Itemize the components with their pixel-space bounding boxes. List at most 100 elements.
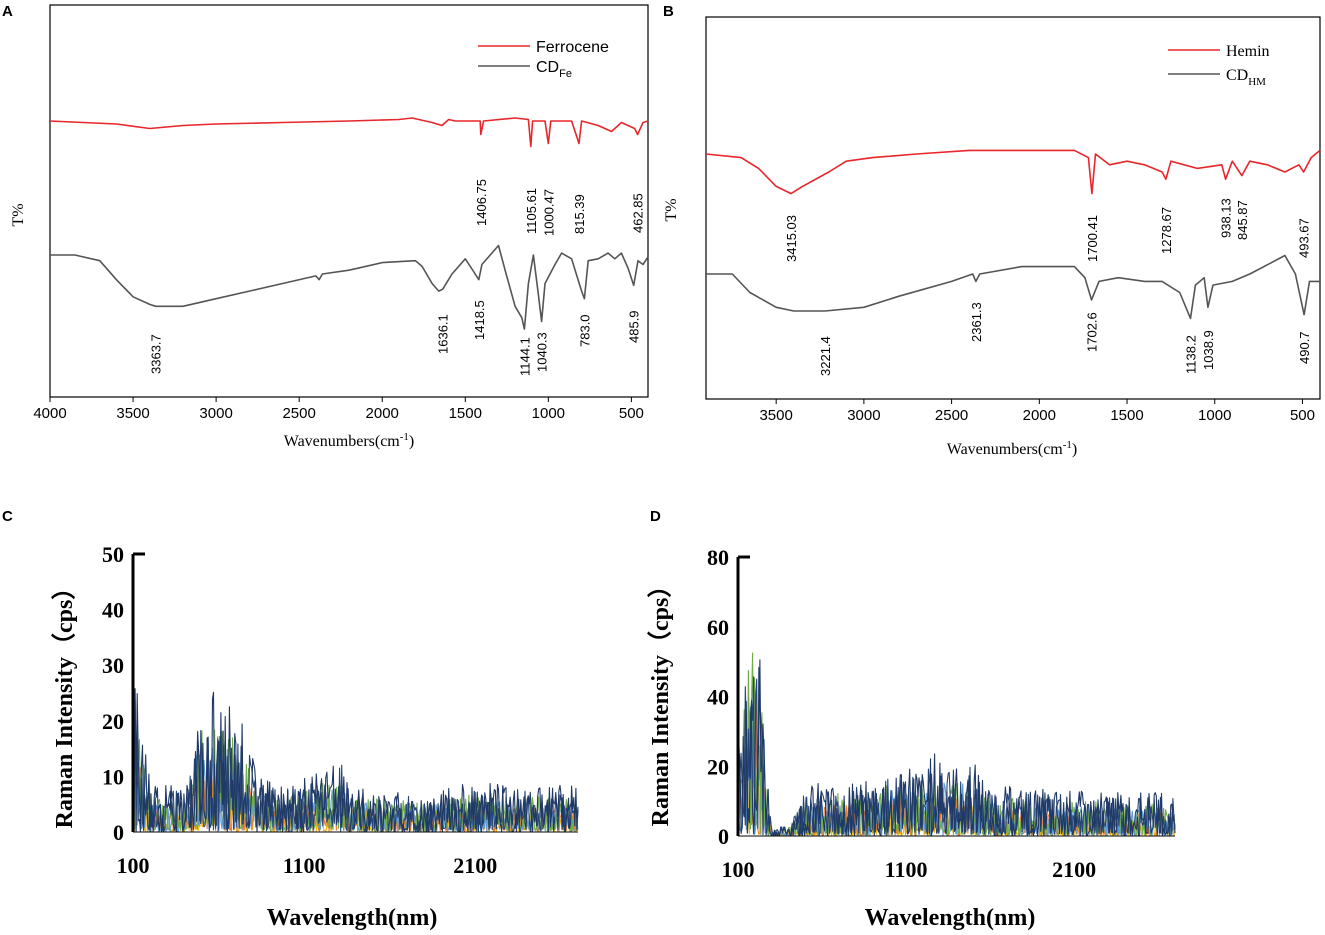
peak-label: 1038.9 — [1201, 330, 1216, 370]
x-tick-label: 2000 — [366, 405, 399, 422]
raman-series-5 — [737, 666, 1176, 837]
panel-a: A T% Wavenumbers(cm-1) 4000 3500 3000 2500 2… — [2, 3, 649, 450]
y-tick-label: 10 — [102, 764, 124, 789]
spectrum-line-cd-fe — [50, 244, 649, 330]
y-tick-label: 50 — [102, 542, 124, 567]
spectrum-line-ferrocene — [49, 117, 649, 148]
y-tick-label: 30 — [102, 653, 124, 678]
peak-label: 490.7 — [1297, 331, 1312, 364]
raman-series-6 — [132, 688, 579, 833]
axes-c: 0 10 20 30 40 50 100 1100 2100 — [102, 542, 578, 878]
panel-letter-a: A — [2, 3, 13, 20]
series-d — [737, 652, 1176, 837]
raman-series-5 — [132, 698, 579, 833]
x-tick-label: 2000 — [1023, 407, 1056, 424]
panel-letter-c: C — [2, 508, 13, 525]
panel-letter-d: D — [650, 508, 661, 525]
peak-label: 1138.2 — [1183, 335, 1198, 374]
y-tick-label: 60 — [707, 615, 729, 640]
x-tick-label: 4000 — [33, 405, 66, 422]
peak-label: 815.39 — [572, 194, 587, 234]
x-tick-label: 1500 — [1110, 407, 1143, 424]
peak-label: 1418.5 — [472, 300, 487, 340]
y-axis-label-c: Raman Intensity（cps） — [51, 576, 78, 829]
peak-label: 1702.6 — [1084, 312, 1099, 352]
peak-label: 462.85 — [631, 193, 646, 233]
peak-label: 3415.03 — [784, 215, 799, 262]
y-tick-label: 0 — [113, 820, 124, 845]
peak-label: 1040.3 — [535, 332, 550, 372]
raman-series-6 — [737, 659, 1176, 837]
x-tick-label: 500 — [619, 405, 644, 422]
y-tick-label: 40 — [707, 685, 729, 710]
raman-series-2 — [132, 759, 579, 833]
x-tick-label: 2100 — [1052, 857, 1096, 882]
peak-label: 938.13 — [1219, 198, 1234, 238]
y-tick-label: 40 — [102, 598, 124, 623]
x-tick-label: 2500 — [935, 407, 968, 424]
x-tick-label: 500 — [1290, 407, 1315, 424]
legend-a: Ferrocene CDFe — [478, 39, 609, 80]
x-axis-label-d: Wavelength(nm) — [865, 905, 1036, 931]
x-tick-label: 1100 — [283, 853, 326, 878]
x-tick-label: 3000 — [199, 405, 232, 422]
peak-label: 485.9 — [627, 310, 642, 343]
legend-ferrocene: Ferrocene — [536, 39, 609, 56]
x-axis-label-c: Wavelength(nm) — [267, 905, 438, 931]
annotations-a: 1406.75 1105.61 1000.47 815.39 462.85 3363.7 1… — [149, 179, 646, 376]
x-axis-label-a: Wavenumbers(cm-1) — [284, 431, 415, 450]
peak-label: 845.87 — [1235, 200, 1250, 240]
y-tick-label: 20 — [707, 754, 729, 779]
x-tick-label: 1500 — [449, 405, 482, 422]
peak-label: 1636.1 — [436, 314, 451, 354]
y-axis-label-d: Raman Intensity（cps） — [647, 574, 674, 827]
plot-frame-b — [705, 16, 1321, 400]
peak-label: 1105.61 — [524, 188, 539, 234]
x-tick-label: 1100 — [885, 857, 928, 882]
x-tick-label: 3000 — [847, 407, 880, 424]
legend-cdhm: CDHM — [1226, 67, 1266, 88]
peak-label: 3363.7 — [149, 334, 164, 374]
annotations-b: 3415.03 1700.41 1278.67 938.13 845.87 493.67 3… — [784, 198, 1312, 376]
peak-label: 493.67 — [1297, 218, 1312, 258]
x-tick-label: 2100 — [453, 853, 497, 878]
legend-b: Hemin CDHM — [1168, 43, 1270, 88]
legend-cdfe: CDFe — [536, 59, 572, 80]
peak-label: 1278.67 — [1159, 207, 1174, 254]
panel-c: C Raman Intensity（cps） Wavelength(nm) 0 1… — [2, 508, 579, 931]
panel-b: B T% Wavenumbers(cm-1) 3500 3000 2500 2000 1… — [663, 3, 1321, 458]
x-ticks-b: 3500 3000 2500 2000 1500 1000 500 — [759, 399, 1315, 424]
panel-letter-b: B — [663, 3, 674, 20]
series-c — [132, 688, 579, 833]
peak-label: 1406.75 — [474, 179, 489, 226]
y-axis-label-a: T% — [10, 203, 27, 226]
y-tick-label: 20 — [102, 709, 124, 734]
series-b — [705, 149, 1321, 320]
panel-d: D Raman Intensity（cps） Wavelength(nm) 0 2… — [647, 508, 1176, 931]
spectrum-line-cd-hm — [706, 254, 1320, 320]
y-tick-label: 0 — [718, 824, 729, 849]
x-axis-label-b: Wavenumbers(cm-1) — [947, 439, 1078, 458]
series-a — [49, 117, 649, 330]
x-tick-label: 1000 — [532, 405, 565, 422]
y-tick-label: 80 — [707, 545, 729, 570]
x-ticks-a: 4000 3500 3000 2500 2000 1500 1000 500 — [33, 397, 644, 422]
peak-label: 1700.41 — [1085, 215, 1100, 262]
peak-label: 1000.47 — [541, 189, 556, 236]
x-tick-label: 1000 — [1198, 407, 1231, 424]
x-tick-label: 100 — [117, 853, 150, 878]
plot-frame-a — [49, 4, 649, 398]
spectrum-line-hemin — [705, 149, 1321, 195]
legend-hemin: Hemin — [1226, 43, 1270, 60]
x-tick-label: 3500 — [759, 407, 792, 424]
y-axis-label-b: T% — [663, 198, 680, 221]
peak-label: 3221.4 — [818, 336, 833, 376]
peak-label: 783.0 — [577, 314, 592, 347]
peak-label: 2361.3 — [969, 302, 984, 342]
x-tick-label: 100 — [722, 857, 755, 882]
peak-label: 1144.1 — [517, 337, 532, 376]
axes-d: 0 20 40 60 80 100 1100 2100 — [707, 545, 1175, 882]
x-tick-label: 2500 — [282, 405, 315, 422]
x-tick-label: 3500 — [116, 405, 149, 422]
